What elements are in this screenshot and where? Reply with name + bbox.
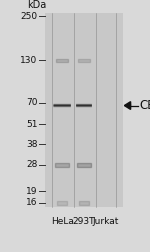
FancyBboxPatch shape	[54, 105, 71, 107]
FancyBboxPatch shape	[79, 201, 89, 205]
Text: 293T: 293T	[73, 217, 95, 226]
Text: 16: 16	[26, 198, 38, 207]
Text: 130: 130	[20, 56, 38, 65]
Text: 250: 250	[20, 12, 38, 21]
Text: Jurkat: Jurkat	[93, 217, 119, 226]
FancyBboxPatch shape	[76, 105, 92, 107]
FancyBboxPatch shape	[57, 201, 67, 205]
Text: 70: 70	[26, 98, 38, 107]
FancyBboxPatch shape	[77, 163, 91, 167]
Text: HeLa: HeLa	[51, 217, 74, 226]
FancyBboxPatch shape	[76, 105, 92, 107]
FancyBboxPatch shape	[54, 104, 71, 106]
Text: CBS: CBS	[140, 99, 150, 112]
Text: 28: 28	[26, 160, 38, 169]
FancyBboxPatch shape	[76, 104, 92, 106]
Text: 51: 51	[26, 120, 38, 129]
FancyBboxPatch shape	[78, 59, 90, 62]
Text: kDa: kDa	[27, 0, 46, 10]
FancyBboxPatch shape	[54, 105, 71, 107]
Text: 19: 19	[26, 187, 38, 196]
FancyArrow shape	[124, 102, 131, 109]
FancyBboxPatch shape	[55, 163, 69, 167]
FancyBboxPatch shape	[56, 59, 68, 62]
Text: 38: 38	[26, 140, 38, 149]
